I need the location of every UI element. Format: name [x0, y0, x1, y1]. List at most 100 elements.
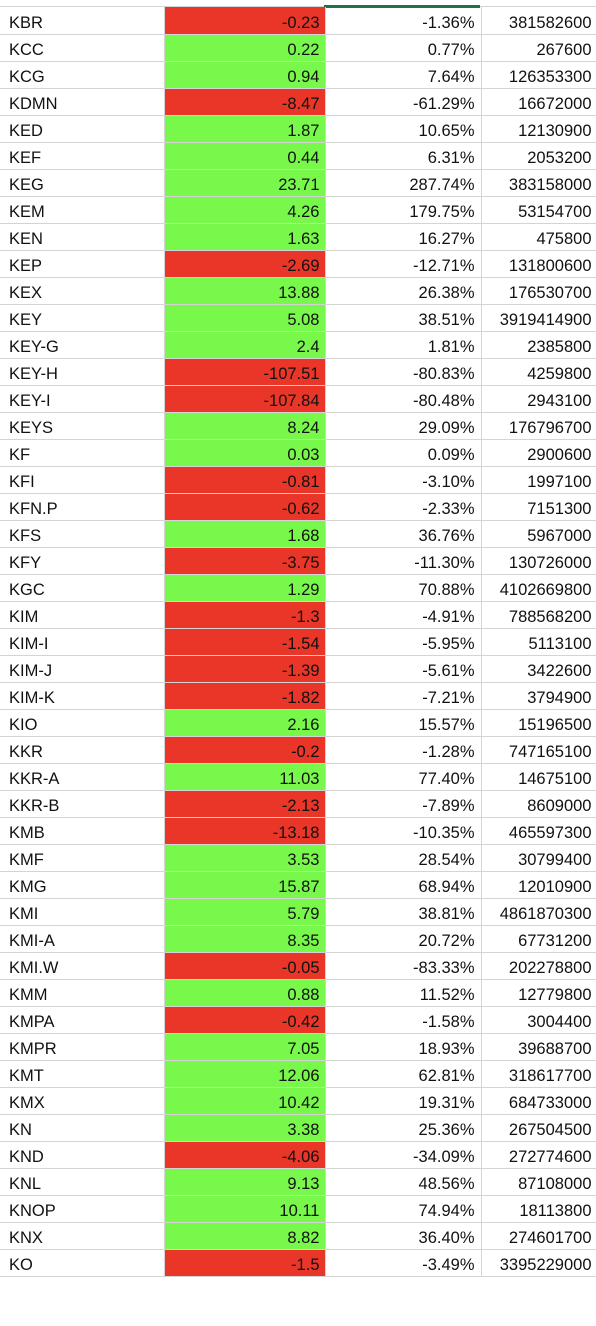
change-cell[interactable]: 3.53 — [164, 844, 326, 872]
volume-cell[interactable]: 272774600 — [481, 1141, 596, 1169]
volume-cell[interactable]: 5113100 — [481, 628, 596, 656]
percent-change-cell[interactable]: -80.83% — [325, 358, 482, 386]
symbol-cell[interactable]: KFN.P — [0, 493, 165, 521]
percent-change-cell[interactable]: 68.94% — [325, 871, 482, 899]
percent-change-cell[interactable]: 15.57% — [325, 709, 482, 737]
percent-change-cell[interactable]: -5.95% — [325, 628, 482, 656]
change-cell[interactable]: 23.71 — [164, 169, 326, 197]
volume-cell[interactable]: 30799400 — [481, 844, 596, 872]
volume-cell[interactable]: 7151300 — [481, 493, 596, 521]
volume-cell[interactable]: 381582600 — [481, 7, 596, 35]
symbol-cell[interactable]: KNL — [0, 1168, 165, 1196]
percent-change-cell[interactable]: 0.77% — [325, 34, 482, 62]
change-cell[interactable]: -8.47 — [164, 88, 326, 116]
symbol-cell[interactable]: KIO — [0, 709, 165, 737]
percent-change-cell[interactable]: -7.89% — [325, 790, 482, 818]
change-cell[interactable]: 2.4 — [164, 331, 326, 359]
symbol-cell[interactable]: KEY-H — [0, 358, 165, 386]
symbol-cell[interactable]: KMI — [0, 898, 165, 926]
volume-cell[interactable]: 87108000 — [481, 1168, 596, 1196]
percent-change-cell[interactable]: 1.81% — [325, 331, 482, 359]
change-cell[interactable]: 10.42 — [164, 1087, 326, 1115]
change-cell[interactable]: -0.05 — [164, 952, 326, 980]
symbol-cell[interactable]: KMX — [0, 1087, 165, 1115]
symbol-cell[interactable]: KEY-I — [0, 385, 165, 413]
change-cell[interactable]: 1.63 — [164, 223, 326, 251]
symbol-cell[interactable]: KKR — [0, 736, 165, 764]
symbol-cell[interactable]: KKR-B — [0, 790, 165, 818]
change-cell[interactable]: -3.75 — [164, 547, 326, 575]
volume-cell[interactable]: 2385800 — [481, 331, 596, 359]
percent-change-cell[interactable]: 11.52% — [325, 979, 482, 1007]
change-cell[interactable]: 1.68 — [164, 520, 326, 548]
volume-cell[interactable]: 383158000 — [481, 169, 596, 197]
percent-change-cell[interactable]: -83.33% — [325, 952, 482, 980]
change-cell[interactable]: -0.81 — [164, 466, 326, 494]
percent-change-cell[interactable]: 74.94% — [325, 1195, 482, 1223]
change-cell[interactable]: -2.69 — [164, 250, 326, 278]
volume-cell[interactable]: 2053200 — [481, 142, 596, 170]
symbol-cell[interactable]: KIM-I — [0, 628, 165, 656]
symbol-cell[interactable]: KCG — [0, 61, 165, 89]
percent-change-cell[interactable]: 48.56% — [325, 1168, 482, 1196]
volume-cell[interactable]: 53154700 — [481, 196, 596, 224]
volume-cell[interactable]: 684733000 — [481, 1087, 596, 1115]
percent-change-cell[interactable]: -1.28% — [325, 736, 482, 764]
change-cell[interactable]: 2.16 — [164, 709, 326, 737]
percent-change-cell[interactable]: -3.10% — [325, 466, 482, 494]
volume-cell[interactable]: 3919414900 — [481, 304, 596, 332]
change-cell[interactable]: -1.3 — [164, 601, 326, 629]
percent-change-cell[interactable]: -3.49% — [325, 1249, 482, 1277]
symbol-cell[interactable]: KO — [0, 1249, 165, 1277]
percent-change-cell[interactable]: 19.31% — [325, 1087, 482, 1115]
change-cell[interactable]: -1.54 — [164, 628, 326, 656]
percent-change-cell[interactable]: -80.48% — [325, 385, 482, 413]
percent-change-cell[interactable]: 10.65% — [325, 115, 482, 143]
percent-change-cell[interactable]: 38.81% — [325, 898, 482, 926]
change-cell[interactable]: -1.39 — [164, 655, 326, 683]
change-cell[interactable]: -2.13 — [164, 790, 326, 818]
symbol-cell[interactable]: KMPA — [0, 1006, 165, 1034]
volume-cell[interactable]: 3422600 — [481, 655, 596, 683]
percent-change-cell[interactable]: 62.81% — [325, 1060, 482, 1088]
volume-cell[interactable]: 130726000 — [481, 547, 596, 575]
symbol-cell[interactable]: KFY — [0, 547, 165, 575]
percent-change-cell[interactable]: -4.91% — [325, 601, 482, 629]
change-cell[interactable]: 1.87 — [164, 115, 326, 143]
percent-change-cell[interactable]: -5.61% — [325, 655, 482, 683]
change-cell[interactable]: 9.13 — [164, 1168, 326, 1196]
percent-change-cell[interactable]: -12.71% — [325, 250, 482, 278]
symbol-cell[interactable]: KN — [0, 1114, 165, 1142]
symbol-cell[interactable]: KNOP — [0, 1195, 165, 1223]
volume-cell[interactable]: 267504500 — [481, 1114, 596, 1142]
volume-cell[interactable]: 8609000 — [481, 790, 596, 818]
symbol-cell[interactable]: KEM — [0, 196, 165, 224]
percent-change-cell[interactable]: 18.93% — [325, 1033, 482, 1061]
volume-cell[interactable]: 1997100 — [481, 466, 596, 494]
percent-change-cell[interactable]: -61.29% — [325, 88, 482, 116]
change-cell[interactable]: -13.18 — [164, 817, 326, 845]
symbol-cell[interactable]: KDMN — [0, 88, 165, 116]
symbol-cell[interactable]: KKR-A — [0, 763, 165, 791]
percent-change-cell[interactable]: 28.54% — [325, 844, 482, 872]
change-cell[interactable]: 5.79 — [164, 898, 326, 926]
percent-change-cell[interactable]: -11.30% — [325, 547, 482, 575]
change-cell[interactable]: -107.84 — [164, 385, 326, 413]
volume-cell[interactable]: 788568200 — [481, 601, 596, 629]
percent-change-cell[interactable]: 0.09% — [325, 439, 482, 467]
change-cell[interactable]: -1.82 — [164, 682, 326, 710]
volume-cell[interactable]: 12010900 — [481, 871, 596, 899]
symbol-cell[interactable]: KEY-G — [0, 331, 165, 359]
percent-change-cell[interactable]: -1.58% — [325, 1006, 482, 1034]
volume-cell[interactable]: 318617700 — [481, 1060, 596, 1088]
percent-change-cell[interactable]: 20.72% — [325, 925, 482, 953]
change-cell[interactable]: -4.06 — [164, 1141, 326, 1169]
percent-change-cell[interactable]: -10.35% — [325, 817, 482, 845]
symbol-cell[interactable]: KIM — [0, 601, 165, 629]
volume-cell[interactable]: 12130900 — [481, 115, 596, 143]
volume-cell[interactable]: 475800 — [481, 223, 596, 251]
change-cell[interactable]: -0.42 — [164, 1006, 326, 1034]
change-cell[interactable]: 0.03 — [164, 439, 326, 467]
change-cell[interactable]: 3.38 — [164, 1114, 326, 1142]
symbol-cell[interactable]: KNX — [0, 1222, 165, 1250]
